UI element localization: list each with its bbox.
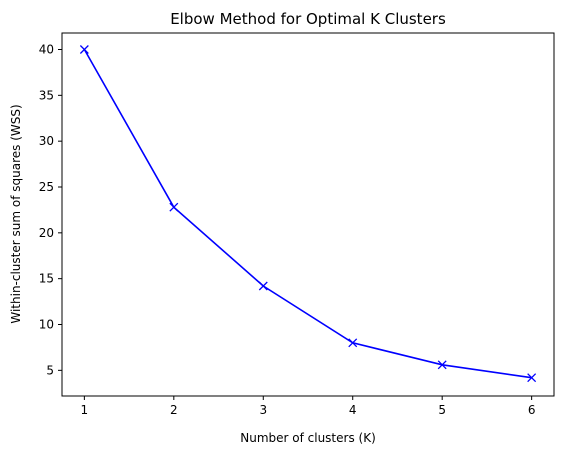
x-tick-label: 1: [81, 403, 89, 417]
marker-stroke: [527, 373, 537, 383]
chart-title: Elbow Method for Optimal K Clusters: [170, 10, 446, 28]
x-tick-label: 4: [349, 403, 357, 417]
x-axis-ticks: 1 2 3 4 5 6: [81, 396, 536, 417]
x-tick-label: 5: [438, 403, 446, 417]
y-tick-label: 15: [39, 272, 54, 286]
y-axis-ticks: 5 10 15 20 25 30 35 40: [39, 43, 62, 377]
y-tick-label: 40: [39, 43, 54, 57]
data-point-marker: [437, 360, 447, 370]
y-tick-label: 5: [46, 363, 54, 377]
marker-stroke: [437, 360, 447, 370]
plot-area: 1 2 3 4 5 6 5 10 15 20 25 30 35 40: [39, 32, 555, 417]
y-tick-label: 35: [39, 88, 54, 102]
x-tick-label: 2: [170, 403, 178, 417]
data-point-marker: [348, 338, 358, 348]
data-point-marker: [258, 281, 268, 291]
x-tick-label: 3: [259, 403, 267, 417]
y-tick-label: 10: [39, 318, 54, 332]
y-tick-label: 25: [39, 180, 54, 194]
data-point-marker: [79, 45, 89, 54]
data-point-marker: [527, 373, 537, 383]
marker-stroke: [348, 338, 358, 348]
y-tick-label: 20: [39, 226, 54, 240]
x-tick-label: 6: [528, 403, 536, 417]
marker-stroke: [169, 202, 179, 212]
series-group: [79, 45, 537, 383]
wss-line: [83, 49, 532, 379]
plot-frame: [61, 32, 555, 397]
marker-stroke: [79, 45, 89, 54]
data-point-marker: [169, 202, 179, 212]
marker-stroke: [258, 281, 268, 291]
y-axis-label: Within-cluster sum of squares (WSS): [9, 104, 23, 323]
x-axis-label: Number of clusters (K): [240, 431, 376, 445]
y-tick-label: 30: [39, 134, 54, 148]
